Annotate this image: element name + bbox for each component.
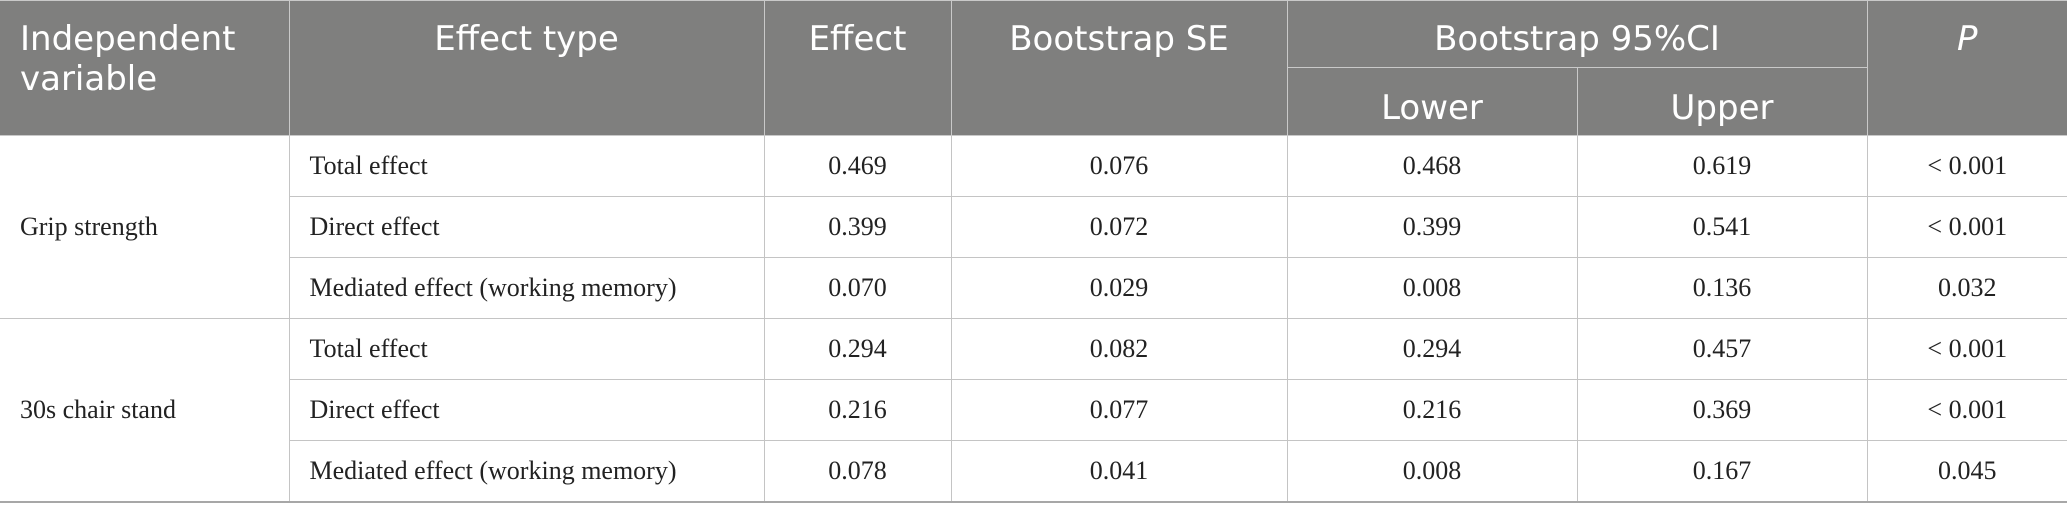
se-cell: 0.076 <box>950 135 1288 197</box>
header-bootstrap-ci: Bootstrap 95%CI <box>1286 0 1868 68</box>
header-bootstrap-se: Bootstrap SE <box>950 0 1288 136</box>
se-cell: 0.077 <box>950 379 1288 441</box>
table-row: Direct effect 0.216 0.077 0.216 0.369 < … <box>0 379 2067 441</box>
mediation-results-table: Independent variable Effect type Effect … <box>0 0 2067 503</box>
table-body: Grip strength Total effect 0.469 0.076 0… <box>0 135 2067 502</box>
header-p: P <box>1866 0 2067 136</box>
lower-cell: 0.399 <box>1286 196 1578 258</box>
header-upper: Upper <box>1576 67 1868 136</box>
header-lower: Lower <box>1287 67 1578 136</box>
upper-cell: 0.619 <box>1576 135 1868 197</box>
effect-type-cell: Mediated effect (working memory) <box>289 440 765 502</box>
lower-cell: 0.216 <box>1286 379 1578 441</box>
se-cell: 0.029 <box>950 257 1288 319</box>
group-label: Grip strength <box>0 135 290 319</box>
effect-type-cell: Total effect <box>288 318 765 380</box>
p-cell: < 0.001 <box>1866 196 2067 258</box>
upper-cell: 0.167 <box>1576 440 1868 502</box>
effect-cell: 0.469 <box>763 135 952 197</box>
upper-cell: 0.541 <box>1576 196 1868 258</box>
upper-cell: 0.369 <box>1576 379 1868 441</box>
effect-cell: 0.216 <box>763 379 952 441</box>
p-cell: < 0.001 <box>1866 135 2067 197</box>
table-row: Grip strength Total effect 0.469 0.076 0… <box>0 135 2067 319</box>
table-row: Mediated effect (working memory) 0.070 0… <box>0 257 2067 319</box>
table-header: Independent variable Effect type Effect … <box>0 0 2067 136</box>
effect-type-cell: Direct effect <box>289 379 765 441</box>
lower-cell: 0.294 <box>1286 318 1578 380</box>
effect-cell: 0.399 <box>763 196 952 258</box>
se-cell: 0.041 <box>950 440 1288 502</box>
lower-cell: 0.468 <box>1286 135 1578 197</box>
table-row: Mediated effect (working memory) 0.078 0… <box>0 440 2067 502</box>
effect-type-cell: Total effect <box>288 135 765 197</box>
lower-cell: 0.008 <box>1286 440 1578 502</box>
header-independent-variable: Independent variable <box>0 0 290 136</box>
effect-type-cell: Direct effect <box>289 196 765 258</box>
se-cell: 0.072 <box>950 196 1288 258</box>
table-row: Direct effect 0.399 0.072 0.399 0.541 < … <box>0 196 2067 258</box>
upper-cell: 0.457 <box>1576 318 1868 380</box>
upper-cell: 0.136 <box>1576 257 1868 319</box>
group-label: 30s chair stand <box>0 318 290 502</box>
effect-cell: 0.070 <box>763 257 952 319</box>
p-cell: 0.032 <box>1866 257 2067 319</box>
p-cell: < 0.001 <box>1866 318 2067 380</box>
effect-cell: 0.294 <box>763 318 952 380</box>
header-effect: Effect <box>763 0 952 136</box>
effect-cell: 0.078 <box>763 440 952 502</box>
p-cell: 0.045 <box>1866 440 2067 502</box>
table-row: 30s chair stand Total effect 0.294 0.082… <box>0 318 2067 502</box>
effect-type-cell: Mediated effect (working memory) <box>289 257 765 319</box>
lower-cell: 0.008 <box>1286 257 1578 319</box>
header-effect-type: Effect type <box>288 0 765 136</box>
se-cell: 0.082 <box>950 318 1288 380</box>
p-cell: < 0.001 <box>1866 379 2067 441</box>
